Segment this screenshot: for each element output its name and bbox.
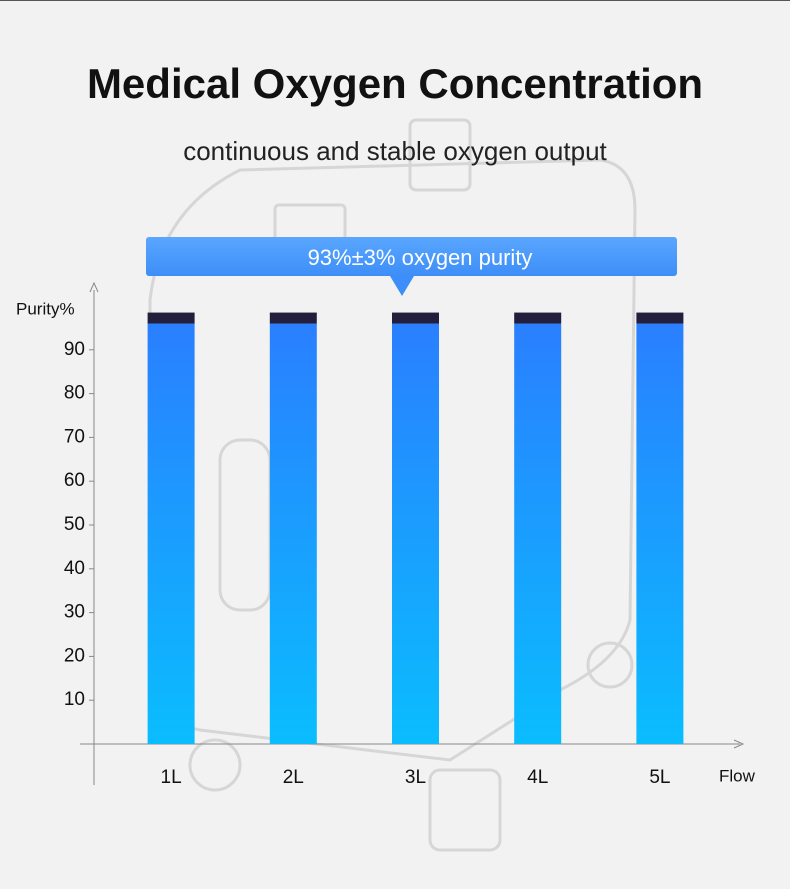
y-axis-arrow [89,281,99,293]
bar [636,323,684,744]
chart-title: Medical Oxygen Concentration [87,60,703,107]
bar [514,323,562,744]
y-tick-label: 50 [64,514,85,535]
bar [269,312,317,324]
y-tick-label: 60 [64,470,85,491]
x-tick-label: 3L [405,767,426,788]
bar [147,323,195,744]
y-axis-label: Purity% [16,299,75,318]
y-tick-label: 80 [64,383,85,404]
bar [392,323,439,744]
bar [514,312,562,324]
y-tick-label: 70 [64,426,85,447]
x-tick-label: 1L [161,767,182,788]
annotation: 93%±3% oxygen purity [308,245,533,270]
bar [269,323,317,744]
x-axis-arrow [733,739,745,749]
bar [636,312,684,324]
y-tick-label: 40 [64,558,85,579]
x-axis-label: Flow [719,766,756,785]
callout-pointer [390,276,414,296]
y-tick-label: 10 [64,689,85,710]
bar [147,312,195,324]
y-tick-label: 30 [64,602,85,623]
bar [392,312,439,324]
x-tick-label: 2L [283,767,304,788]
callout-box [146,237,677,276]
y-tick-label: 20 [64,645,85,666]
x-tick-label: 4L [527,767,548,788]
x-tick-label: 5L [649,767,670,788]
y-tick-label: 90 [64,339,85,360]
chart-subtitle: continuous and stable oxygen output [183,136,607,166]
